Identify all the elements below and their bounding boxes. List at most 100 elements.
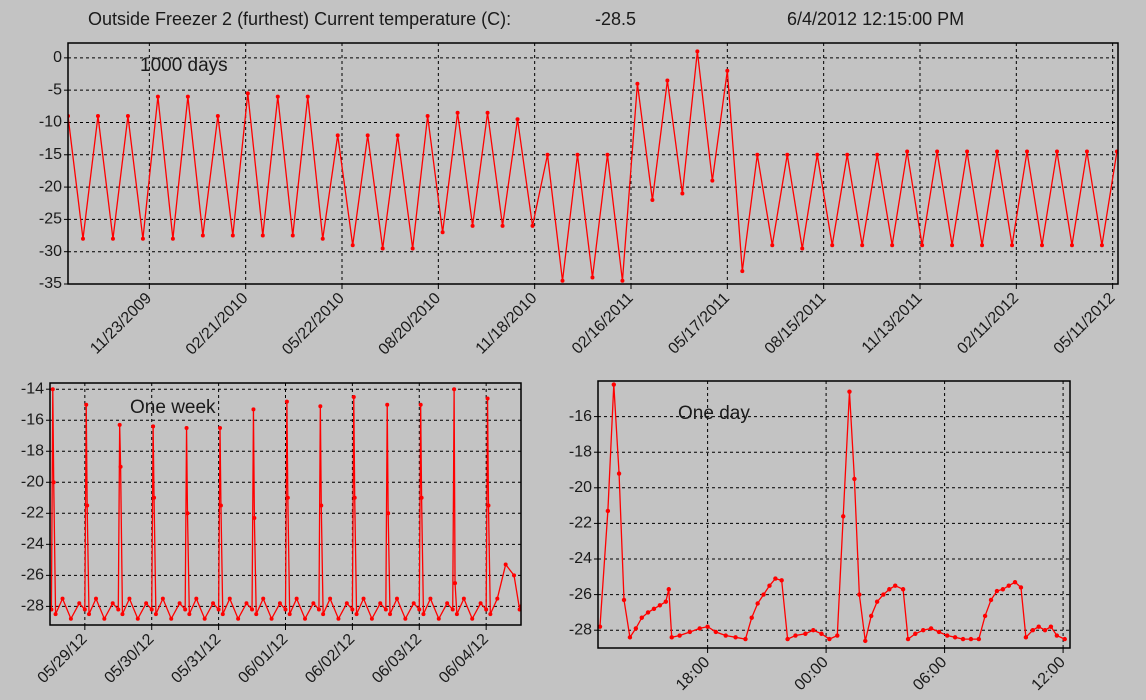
x-tick-label: 08/20/2010 [376,290,445,359]
data-point [605,152,610,157]
x-tick-label: 05/30/12 [101,631,157,687]
data-point [50,607,54,612]
data-point [283,607,288,612]
data-point [811,628,816,633]
data-point [365,133,370,138]
x-tick-label: 06/01/12 [235,631,291,687]
data-point [663,599,669,604]
x-tick-label: 11/23/2009 [87,290,155,358]
data-point [328,596,333,601]
data-point [803,631,808,636]
data-point [635,81,640,86]
y-tick-label: 0 [53,49,62,66]
data-point [485,396,490,401]
data-point [743,636,748,642]
data-point [651,606,657,612]
data-point [950,243,955,248]
data-point [697,626,702,631]
current-temperature: -28.5 [595,9,636,29]
data-point [881,592,886,597]
data-point [485,110,490,115]
data-line [68,51,1118,281]
data-point [835,633,840,638]
data-point [517,607,521,612]
data-point [319,503,324,508]
data-point [169,616,174,621]
plot [68,49,1118,283]
data-point [152,495,157,500]
data-point [227,596,232,601]
y-tick-label: -10 [39,114,62,131]
data-point [260,233,265,238]
data-point [968,636,974,642]
plot-frame [597,380,1071,649]
y-tick-label: -18 [569,443,592,460]
data-point [452,387,457,392]
y-tick-label: -26 [21,567,44,584]
data-point [269,616,274,621]
data-point [50,387,55,392]
data-point [852,476,857,482]
data-point [484,607,489,612]
data-point [110,601,115,606]
data-point [110,236,115,241]
data-point [710,178,715,183]
data-point [982,613,988,619]
data-point [1036,624,1041,629]
x-tick-label: 05/31/12 [168,631,224,687]
data-point [650,198,655,203]
data-point [95,114,100,119]
data-point [890,243,895,248]
data-point [185,511,190,516]
plot [598,382,1067,644]
plot [50,387,521,621]
y-tick-label: -24 [21,536,44,553]
data-point [920,243,925,248]
data-point [900,587,906,592]
data-point [428,596,433,601]
data-point [847,389,852,394]
data-point [230,233,235,238]
data-point [1054,633,1060,638]
data-point [868,613,874,619]
data-point [211,601,216,606]
x-tick-label: 05/17/2011 [665,290,733,358]
data-point [336,616,341,621]
data-point [284,399,289,404]
data-point [216,607,221,612]
data-point [761,592,766,597]
data-point [874,599,880,604]
data-point [887,587,892,592]
data-point [657,603,663,608]
data-point [515,117,520,122]
data-point [633,626,639,631]
data-point [1040,243,1045,248]
data-point [184,425,189,430]
data-point [383,607,388,612]
data-point [936,629,942,635]
data-point [277,601,282,606]
data-point [218,425,223,430]
data-point [185,94,190,99]
data-point [875,152,880,157]
data-point [749,615,754,620]
x-tick-label: 11/18/2010 [473,290,541,358]
y-tick-label: -22 [569,515,592,532]
data-point [160,596,165,601]
data-point [893,583,898,588]
data-point [755,152,760,157]
data-point [151,424,156,429]
data-point [388,612,393,617]
x-tick-label: 08/15/2011 [762,290,830,358]
data-point [815,152,820,157]
data-point [980,243,985,248]
data-point [478,601,483,606]
x-tick-label: 02/21/2010 [183,290,252,359]
data-point [800,246,805,251]
data-point [1084,149,1089,154]
data-point [611,382,616,387]
y-tick-label: -20 [569,479,592,496]
data-point [1054,149,1059,154]
data-point [395,133,400,138]
data-point [1042,628,1048,633]
